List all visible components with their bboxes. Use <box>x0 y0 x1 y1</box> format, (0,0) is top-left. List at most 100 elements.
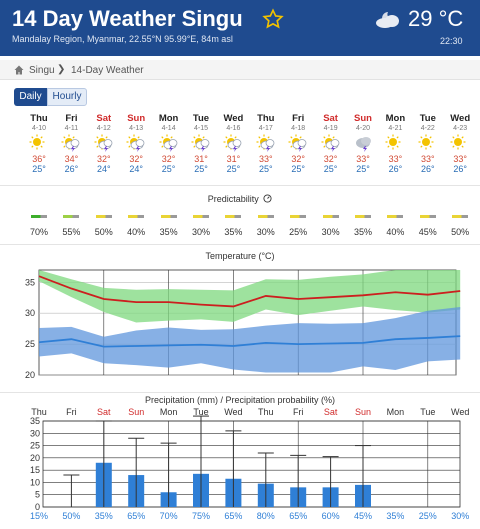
day-column[interactable]: Thu 4-17 33° 25° <box>250 113 282 174</box>
predictability-label: Predictability <box>207 194 259 204</box>
y-tick-label: 30 <box>30 428 40 438</box>
low-temperature: 24° <box>129 164 143 174</box>
thunderstorm-cloud-icon <box>356 137 371 152</box>
high-temperature: 33° <box>453 154 467 164</box>
precipitation-probability-label: 25% <box>419 511 437 521</box>
y-tick-label: 15 <box>30 465 40 475</box>
day-date: 4-23 <box>453 125 468 132</box>
precipitation-probability-label: 30% <box>451 511 469 521</box>
day-date: 4-10 <box>31 125 46 132</box>
low-temperature: 24° <box>96 164 111 174</box>
precipitation-probability-label: 70% <box>160 511 178 521</box>
predictability-bar <box>387 215 404 218</box>
predictability-bar <box>225 215 242 218</box>
predictability-title: Predictability <box>0 194 480 204</box>
low-temperature-range-band <box>39 307 461 373</box>
high-temperature: 33° <box>420 154 435 164</box>
page-header: 14 Day Weather Singu Mandalay Region, My… <box>0 0 480 56</box>
predictability-value: 50% <box>94 227 113 237</box>
low-temperature: 26° <box>388 164 403 174</box>
day-name: Sun <box>127 113 146 124</box>
y-tick-label: 30 <box>25 308 35 318</box>
x-tick-label: Mon <box>387 407 405 417</box>
day-date: 4-11 <box>64 125 79 132</box>
day-date: 4-14 <box>161 125 176 132</box>
home-icon[interactable] <box>14 65 24 75</box>
y-tick-label: 25 <box>25 339 35 349</box>
favorite-star-icon[interactable] <box>262 8 284 30</box>
hourly-tab[interactable]: Hourly <box>47 88 87 106</box>
high-temperature: 32° <box>161 154 176 164</box>
day-column[interactable]: Sun 4-20 33° 25° <box>347 113 379 174</box>
breadcrumb-home-link[interactable]: Singu <box>29 65 55 76</box>
breadcrumb-chevron-icon: ❯ <box>57 64 66 75</box>
low-temperature: 25° <box>161 164 176 174</box>
day-date: 4-16 <box>226 125 241 132</box>
x-tick-label: Fri <box>66 407 77 417</box>
day-column[interactable]: Mon 4-21 33° 26° <box>379 113 411 174</box>
day-column[interactable]: Tue 4-22 33° 26° <box>412 113 444 174</box>
precipitation-probability-label: 65% <box>224 511 242 521</box>
day-column[interactable]: Thu 4-10 36° 25° <box>23 113 55 174</box>
precipitation-probability-label: 80% <box>257 511 275 521</box>
daily-tab[interactable]: Daily <box>14 88 47 106</box>
day-name: Mon <box>385 113 406 124</box>
day-date: 4-19 <box>323 125 338 132</box>
precipitation-chart-title: Precipitation (mm) / Precipitation proba… <box>145 395 335 405</box>
low-temperature: 25° <box>291 164 305 174</box>
thunderstorm-icon <box>321 134 339 152</box>
divider <box>0 244 480 245</box>
sun-icon <box>29 134 45 150</box>
thunderstorm-icon <box>61 134 80 152</box>
low-temperature: 25° <box>323 164 338 174</box>
day-column[interactable]: Wed 4-23 33° 26° <box>444 113 476 174</box>
high-temperature: 32° <box>291 154 305 164</box>
day-name: Fri <box>65 113 78 124</box>
high-temperature: 33° <box>356 154 370 164</box>
info-icon[interactable] <box>263 194 272 203</box>
predictability-value: 35% <box>224 227 243 237</box>
predictability-value: 45% <box>418 227 437 237</box>
predictability-value: 55% <box>62 227 81 237</box>
y-tick-label: 0 <box>35 502 40 512</box>
temperature-chart-title: Temperature (°C) <box>205 251 274 261</box>
y-tick-label: 20 <box>25 370 35 380</box>
day-column[interactable]: Wed 4-16 31° 25° <box>217 113 249 174</box>
day-column[interactable]: Tue 4-15 31° 25° <box>185 113 217 174</box>
predictability-value: 25% <box>289 227 308 237</box>
thunderstorm-icon <box>256 134 275 152</box>
y-tick-label: 35 <box>30 416 40 426</box>
divider <box>0 185 480 186</box>
day-name: Sat <box>323 113 338 124</box>
day-column[interactable]: Fri 4-11 34° 26° <box>55 113 87 174</box>
sun-icon <box>385 134 401 150</box>
x-tick-label: Sat <box>97 407 111 417</box>
x-tick-label: Sun <box>355 407 371 417</box>
thunderstorm-icon <box>223 134 242 152</box>
day-column[interactable]: Sat 4-12 32° 24° <box>88 113 120 174</box>
high-temperature: 33° <box>258 154 273 164</box>
high-temperature: 34° <box>64 154 79 164</box>
day-column[interactable]: Mon 4-14 32° 25° <box>153 113 185 174</box>
high-temperature-line <box>38 275 461 308</box>
predictability-bar <box>160 215 177 218</box>
predictability-value: 35% <box>353 227 372 237</box>
day-column[interactable]: Fri 4-18 32° 25° <box>282 113 314 174</box>
day-column[interactable]: Sat 4-19 32° 25° <box>315 113 347 174</box>
predictability-bar <box>128 215 145 218</box>
precipitation-probability-label: 50% <box>62 511 80 521</box>
high-temperature: 32° <box>96 154 111 164</box>
predictability-bar <box>95 215 112 218</box>
high-temperature: 33° <box>388 154 403 164</box>
x-tick-label: Sat <box>324 407 338 417</box>
predictability-bar <box>290 215 307 218</box>
day-column[interactable]: Sun 4-13 32° 24° <box>120 113 152 174</box>
low-temperature: 26° <box>453 164 467 174</box>
low-temperature: 25° <box>356 164 370 174</box>
day-date: 4-15 <box>193 125 208 132</box>
day-date: 4-20 <box>355 125 370 132</box>
current-time: 22:30 <box>440 36 463 46</box>
precipitation-probability-label: 35% <box>95 511 113 521</box>
precipitation-chart: Precipitation (mm) / Precipitation proba… <box>30 395 469 521</box>
divider <box>0 392 480 393</box>
